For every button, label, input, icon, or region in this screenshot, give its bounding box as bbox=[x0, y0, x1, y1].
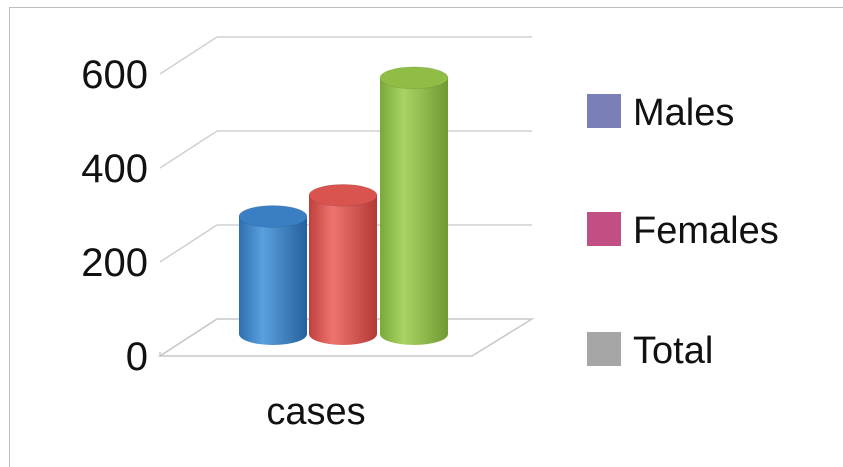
bar-body bbox=[309, 195, 377, 345]
bar-top bbox=[379, 66, 449, 90]
gridline-diagonal bbox=[159, 130, 218, 169]
gridline-diagonal bbox=[159, 36, 218, 75]
category-label-cases: cases bbox=[266, 391, 365, 433]
legend-label-total: Total bbox=[633, 330, 713, 372]
y-axis-ticks: 0 200 400 600 bbox=[81, 53, 148, 379]
bar-top bbox=[308, 183, 378, 207]
bars bbox=[238, 66, 449, 345]
floor-plane bbox=[157, 318, 535, 357]
bar-total bbox=[379, 66, 449, 345]
gridline-diagonal bbox=[159, 224, 218, 263]
legend-label-females: Females bbox=[633, 210, 779, 252]
bar-top bbox=[238, 205, 308, 228]
chart-frame bbox=[9, 7, 843, 467]
bar-males bbox=[238, 205, 308, 345]
legend-swatch-females bbox=[587, 212, 621, 246]
bar-females bbox=[308, 183, 378, 345]
legend: Males Females Total bbox=[587, 92, 779, 372]
y-tick-label: 200 bbox=[81, 241, 148, 285]
bar-body bbox=[239, 216, 307, 345]
legend-label-males: Males bbox=[633, 92, 734, 134]
bar-body bbox=[380, 77, 448, 345]
legend-swatch-total bbox=[587, 332, 621, 366]
y-tick-label: 600 bbox=[81, 53, 148, 97]
y-tick-label: 400 bbox=[81, 147, 148, 191]
y-tick-label: 0 bbox=[126, 335, 148, 379]
legend-swatch-males bbox=[587, 94, 621, 128]
